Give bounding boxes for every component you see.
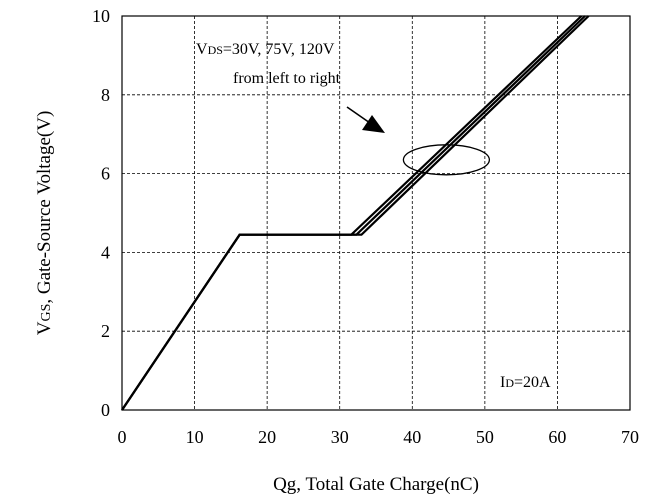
x-tick-label: 0: [118, 427, 127, 447]
y-axis-title: VGS, Gate-Source Voltage(V): [34, 111, 55, 336]
x-tick-label: 10: [186, 427, 204, 447]
series-line: [121, 15, 586, 411]
x-tick-label: 50: [476, 427, 494, 447]
plot-frame: [121, 15, 631, 411]
series-line: [121, 15, 590, 411]
order-annotation: from left to right: [233, 70, 341, 87]
y-tick-label: 0: [101, 400, 110, 420]
grid-lines: [122, 16, 630, 410]
series-line: [121, 15, 583, 411]
y-tick-label: 4: [101, 242, 110, 262]
x-tick-label: 60: [548, 427, 566, 447]
y-tick-label: 10: [92, 6, 110, 26]
series-highlight-ellipse: [402, 144, 491, 176]
y-tick-label: 8: [101, 85, 110, 105]
x-tick-labels: 0 10 20 30 40 50 60 70: [118, 427, 640, 447]
x-tick-label: 20: [258, 427, 276, 447]
y-tick-labels: 0 2 4 6 8 10: [92, 6, 110, 420]
annotation-arrow: [346, 106, 385, 133]
x-tick-label: 30: [331, 427, 349, 447]
id-annotation: ID=20A: [500, 374, 551, 391]
x-tick-label: 70: [621, 427, 639, 447]
vds-annotation: VDS=30V, 75V, 120V: [196, 41, 335, 58]
series-lines: [121, 15, 590, 411]
y-tick-label: 2: [101, 321, 110, 341]
x-tick-label: 40: [403, 427, 421, 447]
y-tick-label: 6: [101, 164, 110, 184]
x-axis-title: Qg, Total Gate Charge(nC): [273, 474, 479, 495]
